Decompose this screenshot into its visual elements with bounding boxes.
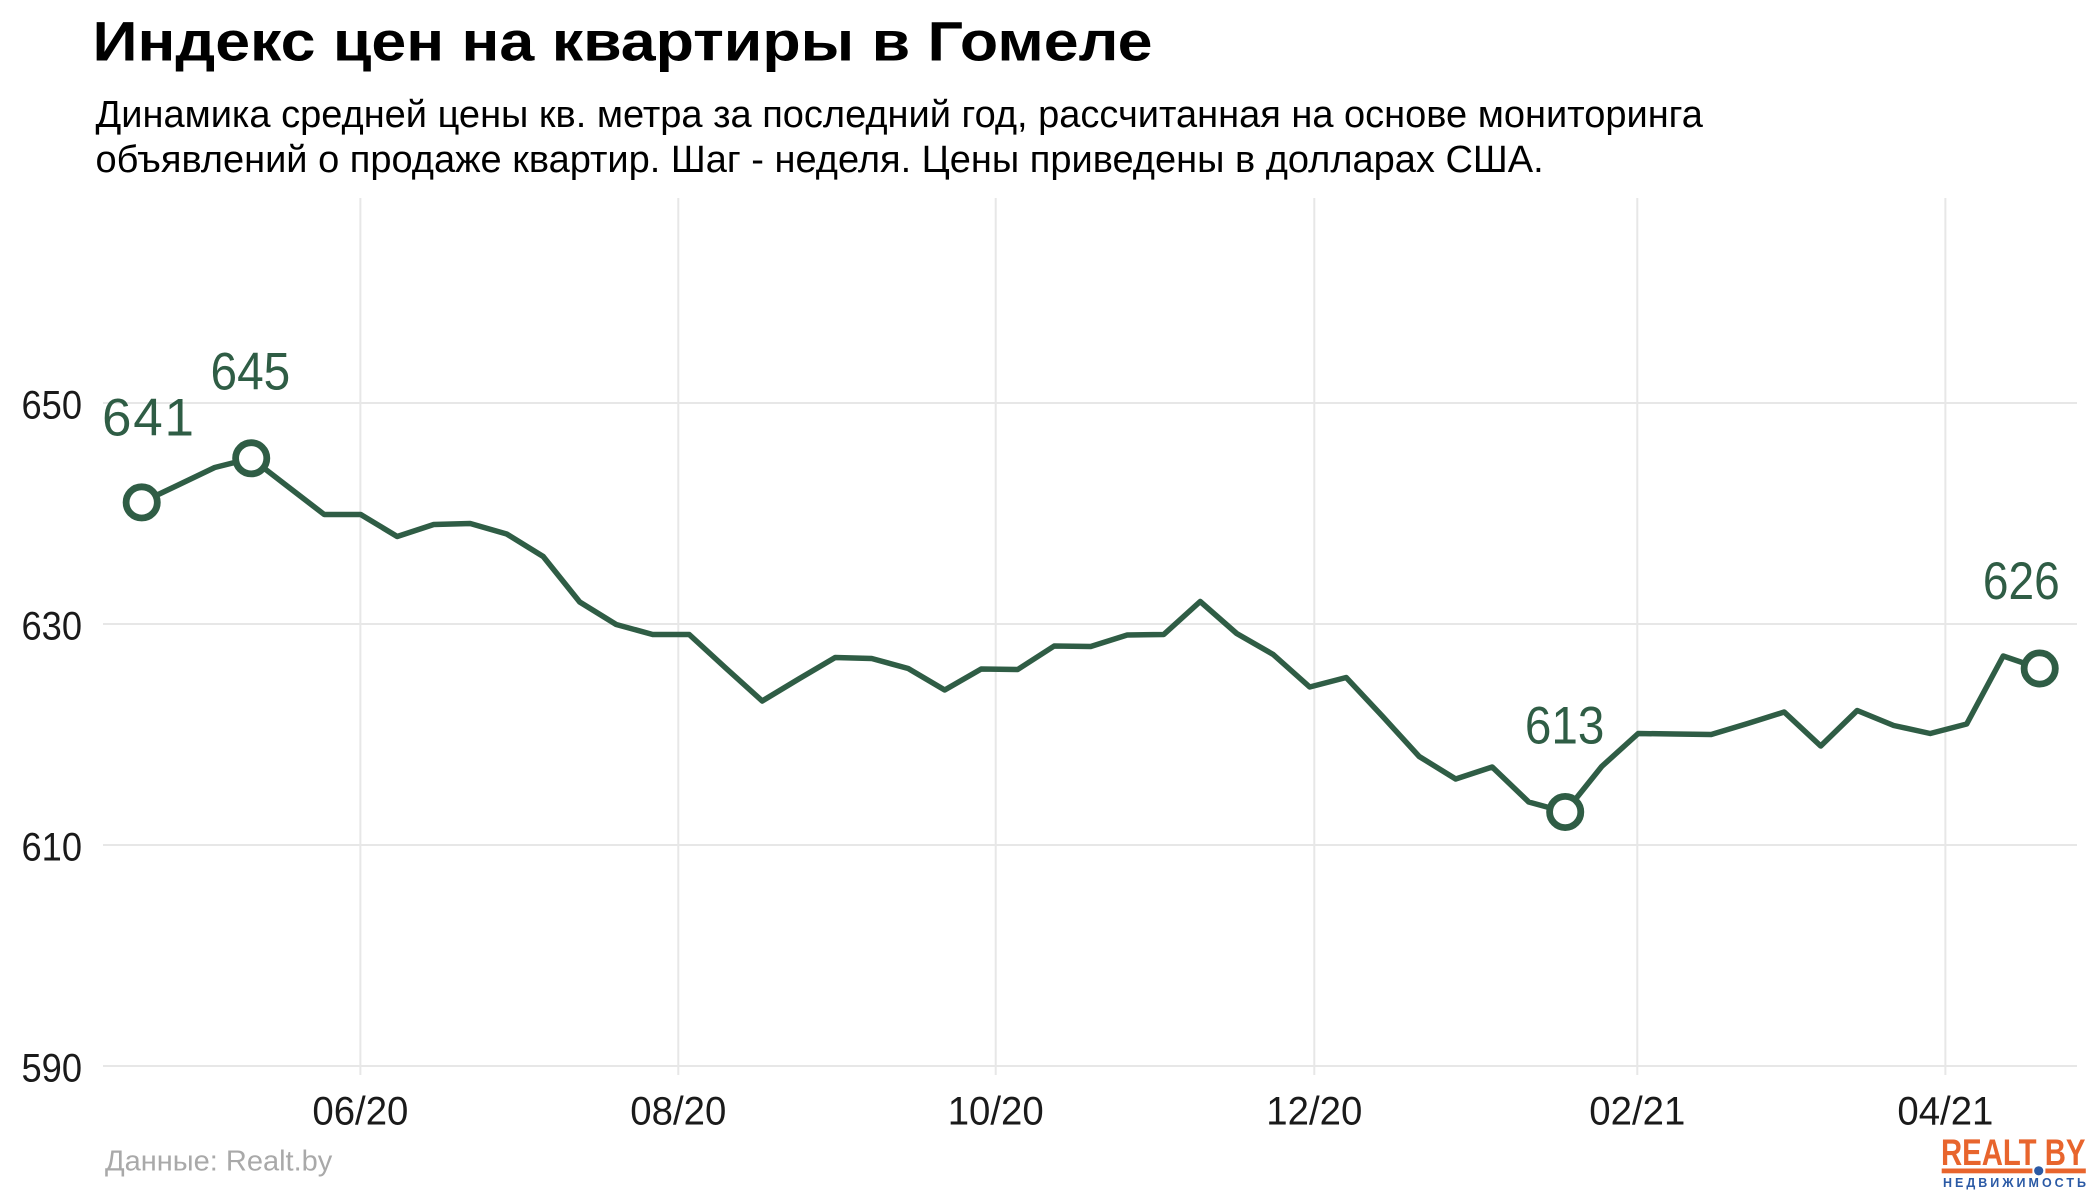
svg-text:10/20: 10/20	[948, 1090, 1044, 1134]
svg-text:REALT BY: REALT BY	[1941, 1132, 2086, 1173]
svg-text:650: 650	[22, 384, 83, 428]
svg-text:Индекс цен на квартиры в Гомел: Индекс цен на квартиры в Гомеле	[93, 11, 1153, 72]
svg-text:590: 590	[22, 1047, 83, 1091]
svg-text:630: 630	[22, 605, 83, 649]
svg-text:Данные: Realt.by: Данные: Realt.by	[105, 1146, 333, 1178]
svg-text:12/20: 12/20	[1266, 1090, 1362, 1134]
svg-text:626: 626	[1983, 552, 2060, 611]
svg-text:объявлений о продаже квартир.: объявлений о продаже квартир. Шаг - неде…	[96, 139, 1544, 181]
svg-text:613: 613	[1525, 697, 1605, 756]
svg-text:04/21: 04/21	[1897, 1090, 1993, 1134]
svg-text:645: 645	[211, 343, 291, 402]
svg-text:08/20: 08/20	[630, 1090, 726, 1134]
svg-text:610: 610	[22, 826, 83, 870]
svg-text:02/21: 02/21	[1589, 1090, 1685, 1134]
svg-text:06/20: 06/20	[312, 1090, 408, 1134]
svg-text:641: 641	[102, 389, 194, 448]
svg-text:НЕДВИЖИМОСТЬ: НЕДВИЖИМОСТЬ	[1943, 1176, 2086, 1190]
svg-text:Динамика средней цены кв. метр: Динамика средней цены кв. метра за после…	[96, 94, 1704, 136]
